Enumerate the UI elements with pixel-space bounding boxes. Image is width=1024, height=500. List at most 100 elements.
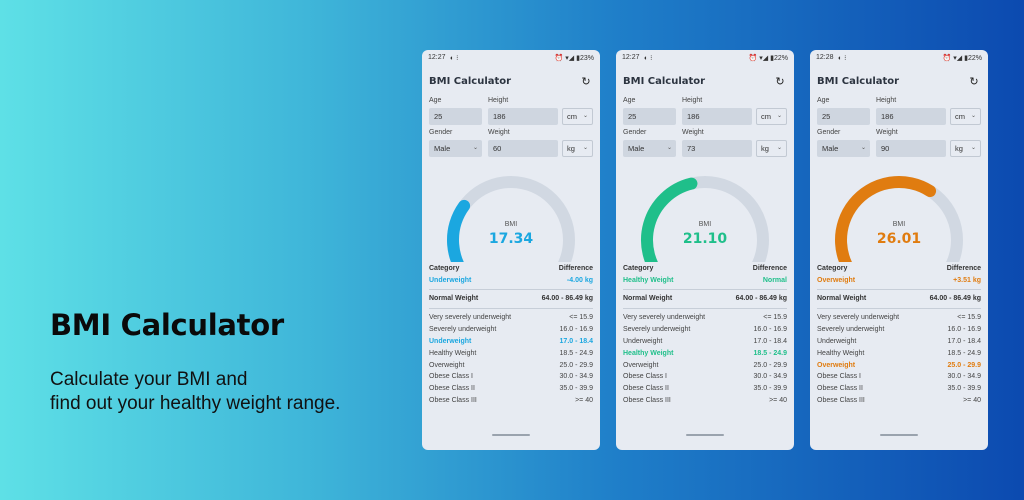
height-unit-select[interactable]: cm ⌄ xyxy=(950,108,981,125)
age-input[interactable]: 25 xyxy=(623,108,676,125)
range-row: Healthy Weight 18.5 - 24.9 xyxy=(429,350,593,362)
status-time: 12:28 xyxy=(816,54,834,61)
reset-icon[interactable]: ↻ xyxy=(581,76,591,88)
category-header: Category xyxy=(623,265,654,272)
app-title: BMI Calculator xyxy=(817,76,900,87)
status-time: 12:27 xyxy=(428,54,446,61)
status-time: 12:27 xyxy=(622,54,640,61)
range-value: 16.0 - 16.9 xyxy=(753,325,787,333)
phone-screen-1: 12:27 ◐ ⁝ ⏰ ▾◢ ▮23% BMI Calculator ↻ Age… xyxy=(422,50,600,450)
bmi-range-table: Very severely underweight <= 15.9 Severely… xyxy=(817,314,981,409)
gender-select[interactable]: Male ⌄ xyxy=(817,140,870,157)
notification-icons: ◐ ⁝ xyxy=(450,55,459,62)
range-value: 25.0 - 29.9 xyxy=(947,361,981,369)
difference-value: -4.00 kg xyxy=(566,277,593,284)
range-name: Severely underweight xyxy=(817,325,885,333)
height-input[interactable]: 186 xyxy=(876,108,946,125)
category-values-row: Underweight -4.00 kg xyxy=(429,277,593,284)
range-value: 30.0 - 34.9 xyxy=(559,373,593,381)
status-bar: 12:27 ◐ ⁝ ⏰ ▾◢ ▮23% xyxy=(422,54,600,64)
chevron-down-icon: ⌄ xyxy=(970,113,976,119)
weight-label: Weight xyxy=(682,129,704,136)
divider xyxy=(429,308,593,309)
gender-select[interactable]: Male ⌄ xyxy=(623,140,676,157)
bmi-value: 21.10 xyxy=(682,231,728,247)
range-row: Obese Class III >= 40 xyxy=(623,397,787,409)
range-name: Underweight xyxy=(623,337,663,345)
phone-screen-2: 12:27 ◐ ⁝ ⏰ ▾◢ ▮22% BMI Calculator ↻ Age… xyxy=(616,50,794,450)
range-name: Obese Class II xyxy=(817,385,863,393)
range-name: Obese Class I xyxy=(429,373,473,381)
gender-select[interactable]: Male ⌄ xyxy=(429,140,482,157)
range-row: Obese Class I 30.0 - 34.9 xyxy=(429,373,593,385)
weight-input[interactable]: 73 xyxy=(682,140,752,157)
range-value: >= 40 xyxy=(769,397,787,405)
category-values-row: Healthy Weight Normal xyxy=(623,277,787,284)
category-value: Underweight xyxy=(429,277,472,284)
gauge-fill xyxy=(447,199,471,262)
promo-line-1: Calculate your BMI and xyxy=(50,369,248,390)
bmi-value: 17.34 xyxy=(488,231,534,247)
height-label: Height xyxy=(682,97,703,104)
bmi-range-table: Very severely underweight <= 15.9 Severely… xyxy=(429,314,593,409)
range-value: <= 15.9 xyxy=(957,314,981,321)
category-header: Category xyxy=(817,265,848,272)
normal-weight-row: Normal Weight 64.00 - 86.49 kg xyxy=(623,295,787,302)
age-input[interactable]: 25 xyxy=(429,108,482,125)
weight-unit-select[interactable]: kg ⌄ xyxy=(756,140,787,157)
range-name: Severely underweight xyxy=(429,325,497,333)
range-row: Obese Class II 35.0 - 39.9 xyxy=(429,385,593,397)
bmi-range-table: Very severely underweight <= 15.9 Severely… xyxy=(623,314,787,409)
range-row: Underweight 17.0 - 18.4 xyxy=(817,338,981,350)
range-value: 17.0 - 18.4 xyxy=(753,337,787,345)
range-value: >= 40 xyxy=(963,397,981,405)
range-value: 25.0 - 29.9 xyxy=(753,361,787,369)
range-row: Obese Class II 35.0 - 39.9 xyxy=(817,385,981,397)
height-unit-select[interactable]: cm ⌄ xyxy=(562,108,593,125)
divider xyxy=(623,308,787,309)
range-row: Very severely underweight <= 15.9 xyxy=(429,314,593,326)
bmi-gauge xyxy=(635,172,775,262)
phone-screen-3: 12:28 ◐ ⁝ ⏰ ▾◢ ▮22% BMI Calculator ↻ Age… xyxy=(810,50,988,450)
difference-header: Difference xyxy=(752,265,787,272)
weight-unit-select[interactable]: kg ⌄ xyxy=(562,140,593,157)
home-indicator[interactable] xyxy=(686,434,724,436)
notification-icons: ◐ ⁝ xyxy=(644,55,653,62)
home-indicator[interactable] xyxy=(492,434,530,436)
gender-label: Gender xyxy=(623,129,647,136)
range-row: Obese Class II 35.0 - 39.9 xyxy=(623,385,787,397)
category-header: Category xyxy=(429,265,460,272)
normal-weight-label: Normal Weight xyxy=(429,295,479,302)
range-name: Obese Class II xyxy=(623,385,669,393)
reset-icon[interactable]: ↻ xyxy=(775,76,785,88)
range-value: >= 40 xyxy=(575,397,593,405)
category-header-row: Category Difference xyxy=(623,265,787,272)
category-header-row: Category Difference xyxy=(817,265,981,272)
range-name: Severely underweight xyxy=(623,325,691,333)
reset-icon[interactable]: ↻ xyxy=(969,76,979,88)
weight-unit-select[interactable]: kg ⌄ xyxy=(950,140,981,157)
weight-input[interactable]: 60 xyxy=(488,140,558,157)
weight-input[interactable]: 90 xyxy=(876,140,946,157)
range-value: <= 15.9 xyxy=(569,314,593,321)
range-row: Obese Class III >= 40 xyxy=(817,397,981,409)
range-name: Obese Class I xyxy=(623,373,667,381)
range-name: Obese Class III xyxy=(429,397,477,405)
height-input[interactable]: 186 xyxy=(682,108,752,125)
weight-label: Weight xyxy=(876,129,898,136)
bmi-label: BMI xyxy=(892,221,906,228)
range-row: Overweight 25.0 - 29.9 xyxy=(429,362,593,374)
range-value: 18.5 - 24.9 xyxy=(947,349,981,357)
age-input[interactable]: 25 xyxy=(817,108,870,125)
range-name: Obese Class III xyxy=(623,397,671,405)
height-label: Height xyxy=(876,97,897,104)
home-indicator[interactable] xyxy=(880,434,918,436)
range-value: <= 15.9 xyxy=(763,314,787,321)
height-input[interactable]: 186 xyxy=(488,108,558,125)
range-value: 30.0 - 34.9 xyxy=(947,373,981,381)
gauge-fill xyxy=(835,176,937,262)
range-name: Overweight xyxy=(429,361,465,369)
height-unit-select[interactable]: cm ⌄ xyxy=(756,108,787,125)
range-row: Severely underweight 16.0 - 16.9 xyxy=(429,326,593,338)
range-row: Underweight 17.0 - 18.4 xyxy=(429,338,593,350)
